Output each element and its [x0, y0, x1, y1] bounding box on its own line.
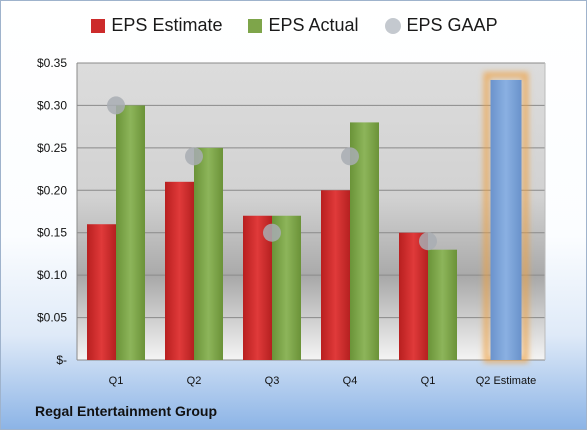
- legend-label-eps-estimate: EPS Estimate: [111, 15, 223, 35]
- y-tick-label: $0.15: [37, 226, 67, 240]
- dot-eps-gaap: [107, 96, 125, 115]
- company-name: Regal Entertainment Group: [35, 403, 218, 419]
- plot-area: [77, 63, 545, 360]
- x-tick-label: Q1: [109, 375, 124, 387]
- bar-eps-estimate: [321, 190, 350, 360]
- dot-eps-gaap: [419, 232, 437, 251]
- dot-eps-gaap: [185, 147, 203, 166]
- bar-eps-actual: [428, 249, 457, 360]
- x-tick-label: Q3: [265, 375, 280, 387]
- y-tick-label: $0.35: [37, 56, 67, 70]
- x-tick-label: Q4: [343, 375, 358, 387]
- y-tick-label: $0.25: [37, 141, 67, 155]
- y-tick-label: $0.10: [37, 268, 67, 282]
- dot-eps-gaap: [263, 223, 281, 242]
- bar-eps-estimate: [399, 232, 428, 360]
- legend-swatch-eps-actual: [248, 18, 263, 33]
- legend-swatch-eps-gaap: [384, 17, 401, 34]
- dot-eps-gaap: [341, 147, 359, 166]
- y-tick-label: $0.20: [37, 183, 67, 197]
- legend-item-eps-actual: EPS Actual: [248, 15, 359, 36]
- x-tick-label: Q2: [187, 375, 202, 387]
- chart-legend: EPS Estimate EPS Actual EPS GAAP: [1, 15, 587, 36]
- y-tick-label: $-: [56, 353, 67, 367]
- bar-eps-actual: [194, 147, 223, 360]
- bar-eps-estimate: [87, 224, 116, 360]
- x-tick-label: Q1: [421, 375, 436, 387]
- legend-item-eps-estimate: EPS Estimate: [91, 15, 222, 36]
- y-tick-label: $0.05: [37, 311, 67, 325]
- legend-swatch-eps-estimate: [91, 18, 106, 33]
- bar-eps-actual: [116, 105, 145, 360]
- x-tick-label: Q2 Estimate: [476, 375, 537, 387]
- bar-eps-estimate: [165, 181, 194, 360]
- legend-label-eps-actual: EPS Actual: [268, 15, 359, 35]
- legend-label-eps-gaap: EPS GAAP: [406, 15, 498, 35]
- bar-q2-estimate: [490, 79, 522, 360]
- y-tick-label: $0.30: [37, 98, 67, 112]
- legend-item-eps-gaap: EPS GAAP: [384, 15, 498, 36]
